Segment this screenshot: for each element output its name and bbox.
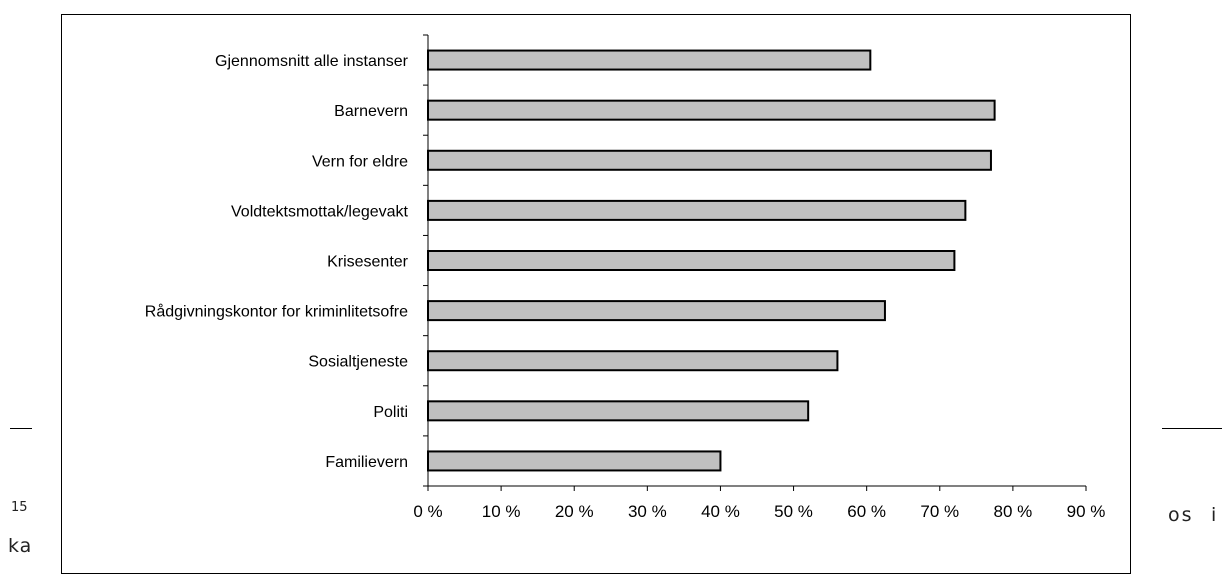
bar (427, 49, 872, 71)
bar (427, 400, 810, 422)
x-tick-label: 50 % (774, 502, 813, 521)
category-label: Vern for eldre (312, 153, 408, 170)
bar (427, 350, 839, 372)
x-tick-label: 90 % (1067, 502, 1106, 521)
x-tick-label: 40 % (701, 502, 740, 521)
category-label: Krisesenter (327, 254, 409, 271)
footnote-rule-left (10, 428, 32, 429)
category-label: Sosialtjeneste (308, 354, 408, 371)
x-tick-label: 60 % (847, 502, 886, 521)
category-label: Gjennomsnitt alle instanser (215, 53, 409, 70)
body-text-fragment-right-2: i (1211, 504, 1217, 526)
bar (427, 300, 886, 322)
bar (427, 199, 967, 221)
x-tick-label: 30 % (628, 502, 667, 521)
bar (427, 149, 992, 171)
body-text-fragment-left: ka (8, 535, 33, 557)
x-tick-label: 10 % (482, 502, 521, 521)
category-label: Voldtektsmottak/legevakt (231, 203, 409, 220)
category-label: Rådgivningskontor for kriminlitetsofre (145, 303, 408, 321)
bar (427, 250, 956, 271)
footnote-number: 15 (11, 500, 28, 515)
footnote-rule-right (1162, 428, 1222, 429)
chart-frame: 0 % 10 % 20 % 30 % 40 % 50 % 60 % 70 % 80 % 90 % G… (61, 14, 1131, 574)
category-label: Barnevern (334, 103, 408, 120)
x-tick-label: 80 % (994, 502, 1033, 521)
x-tick-label: 20 % (555, 502, 594, 521)
bar (427, 450, 722, 472)
x-tick-label: 0 % (413, 502, 442, 521)
bar-chart: 0 % 10 % 20 % 30 % 40 % 50 % 60 % 70 % 80 % 90 % G… (145, 34, 1106, 521)
category-label: Politi (373, 404, 408, 421)
x-tick-label: 70 % (920, 502, 959, 521)
bar (427, 99, 996, 121)
body-text-fragment-right: os (1168, 504, 1194, 526)
category-label: Familievern (325, 454, 408, 471)
